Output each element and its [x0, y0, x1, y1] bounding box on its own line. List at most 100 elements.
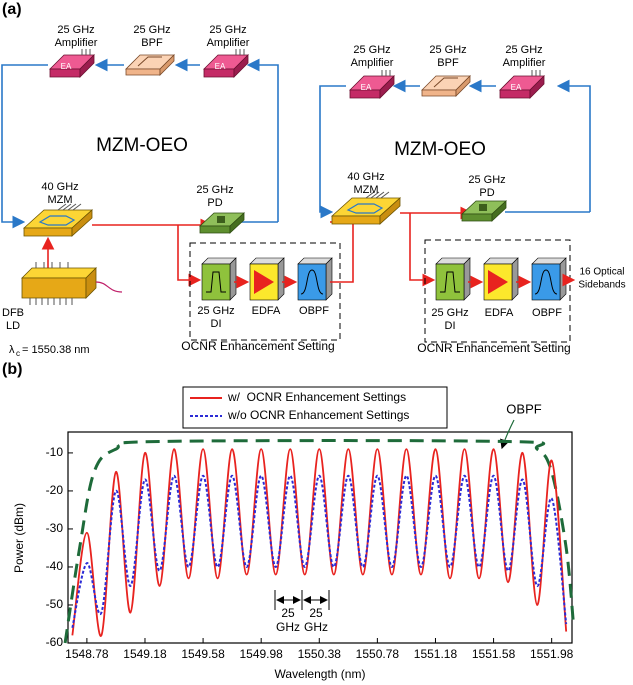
x-tick-label: 1548.78 [65, 647, 109, 661]
label: BPF [141, 37, 163, 49]
label: DI [445, 320, 456, 332]
pd [461, 200, 507, 222]
setting-caption: OCNR Enhancement Setting [181, 339, 334, 353]
label: 25 GHz [353, 44, 390, 56]
x-axis-label: Wavelength (nm) [275, 667, 366, 681]
label: OBPF [299, 305, 329, 317]
loop-wire [246, 58, 279, 222]
legend-label: w/ OCNR Enhancement Settings [227, 390, 406, 404]
series-line [71, 474, 568, 629]
amplifier [203, 48, 249, 78]
amp-tag: EA [215, 62, 226, 71]
y-tick-label: -10 [46, 445, 64, 459]
obpf-icon [300, 269, 324, 295]
label: 25 GHz [209, 24, 246, 36]
pd [199, 212, 245, 234]
label: 25 GHz [197, 305, 234, 317]
y-tick-label: -50 [46, 597, 64, 611]
panel-label: (b) [2, 361, 22, 378]
amp-tag: EA [361, 83, 372, 92]
output-label: Sidebands [578, 280, 625, 291]
legend [182, 386, 448, 429]
di-icon [440, 271, 460, 293]
label: Amplifier [55, 37, 98, 49]
label: 25 GHz [57, 24, 94, 36]
amp-tag: EA [61, 62, 72, 71]
spacing-label: 25 [281, 606, 295, 620]
edfa-icon [488, 270, 508, 294]
chart: (b) Power (dBm) Wavelength (nm) OBPF 25 … [2, 361, 575, 681]
spacing-annotation [274, 590, 330, 610]
setting-box [189, 242, 341, 341]
obpf-icon [534, 269, 558, 295]
label: MZM [47, 194, 72, 206]
x-tick-label: 1550.38 [298, 647, 342, 661]
laser [21, 262, 123, 305]
label: OBPF [532, 307, 562, 319]
label: EDFA [485, 307, 514, 319]
x-tick-label: 1551.98 [530, 647, 574, 661]
optical-wire [177, 225, 202, 287]
obpf [531, 263, 561, 301]
label: Amplifier [503, 57, 546, 69]
mzm [23, 203, 93, 237]
label: LD [6, 320, 20, 332]
label: 25 GHz [196, 184, 233, 196]
edfa-icon [254, 270, 274, 294]
label: Amplifier [351, 57, 394, 69]
di-icon [206, 271, 226, 293]
wavelength-value: = 1550.38 nm [22, 344, 90, 356]
plot-frame [67, 431, 573, 644]
y-tick-label: -20 [46, 483, 64, 497]
obpf [297, 263, 327, 301]
label: 25 GHz [431, 307, 468, 319]
mzm [331, 191, 401, 225]
amplifier [49, 48, 95, 78]
label: 25 GHz [133, 24, 170, 36]
amplifier [499, 69, 545, 99]
y-tick-label: -60 [46, 635, 64, 649]
bpf [421, 75, 471, 97]
label: 40 GHz [41, 181, 78, 193]
x-tick-label: 1549.98 [239, 647, 283, 661]
label: DI [211, 318, 222, 330]
filter-label: OBPF [506, 401, 541, 416]
label: DFB [2, 307, 24, 319]
optical-wire [330, 221, 354, 283]
label: PD [207, 197, 222, 209]
output-label: 16 Optical [579, 267, 624, 278]
series-line [71, 448, 568, 637]
amplifier [349, 69, 395, 99]
x-tick-label: 1551.18 [414, 647, 458, 661]
di [435, 263, 465, 301]
spacing-label: GHz [304, 620, 328, 634]
optical-wire [409, 213, 436, 287]
loop-wire [319, 85, 346, 219]
bpf [125, 54, 175, 76]
wavelength-symbol: λ [9, 344, 15, 356]
annotation-arrow [500, 419, 515, 450]
spacing-label: 25 [309, 606, 323, 620]
label: 25 GHz [429, 44, 466, 56]
di [201, 263, 231, 301]
label: MZM [353, 184, 378, 196]
label: Amplifier [207, 37, 250, 49]
setting-box [424, 239, 571, 343]
label: 25 GHz [468, 174, 505, 186]
panel-label: (a) [2, 1, 22, 18]
label: BPF [437, 57, 459, 69]
y-tick-label: -40 [46, 559, 64, 573]
spacing-label: GHz [276, 620, 300, 634]
setting-caption: OCNR Enhancement Setting [417, 341, 570, 355]
x-tick-label: 1550.78 [356, 647, 400, 661]
loop-wire [1, 64, 48, 229]
diagram: (a) EA EA 25 GHz Amplifier 25 GHz BPF 25… [1, 1, 626, 358]
label: PD [479, 187, 494, 199]
x-tick-label: 1549.58 [181, 647, 225, 661]
loop-wire [556, 79, 591, 212]
label: EDFA [252, 305, 281, 317]
legend-label: w/o OCNR Enhancement Settings [227, 408, 409, 422]
amp-tag: EA [511, 83, 522, 92]
wavelength-sub: c [16, 349, 20, 358]
